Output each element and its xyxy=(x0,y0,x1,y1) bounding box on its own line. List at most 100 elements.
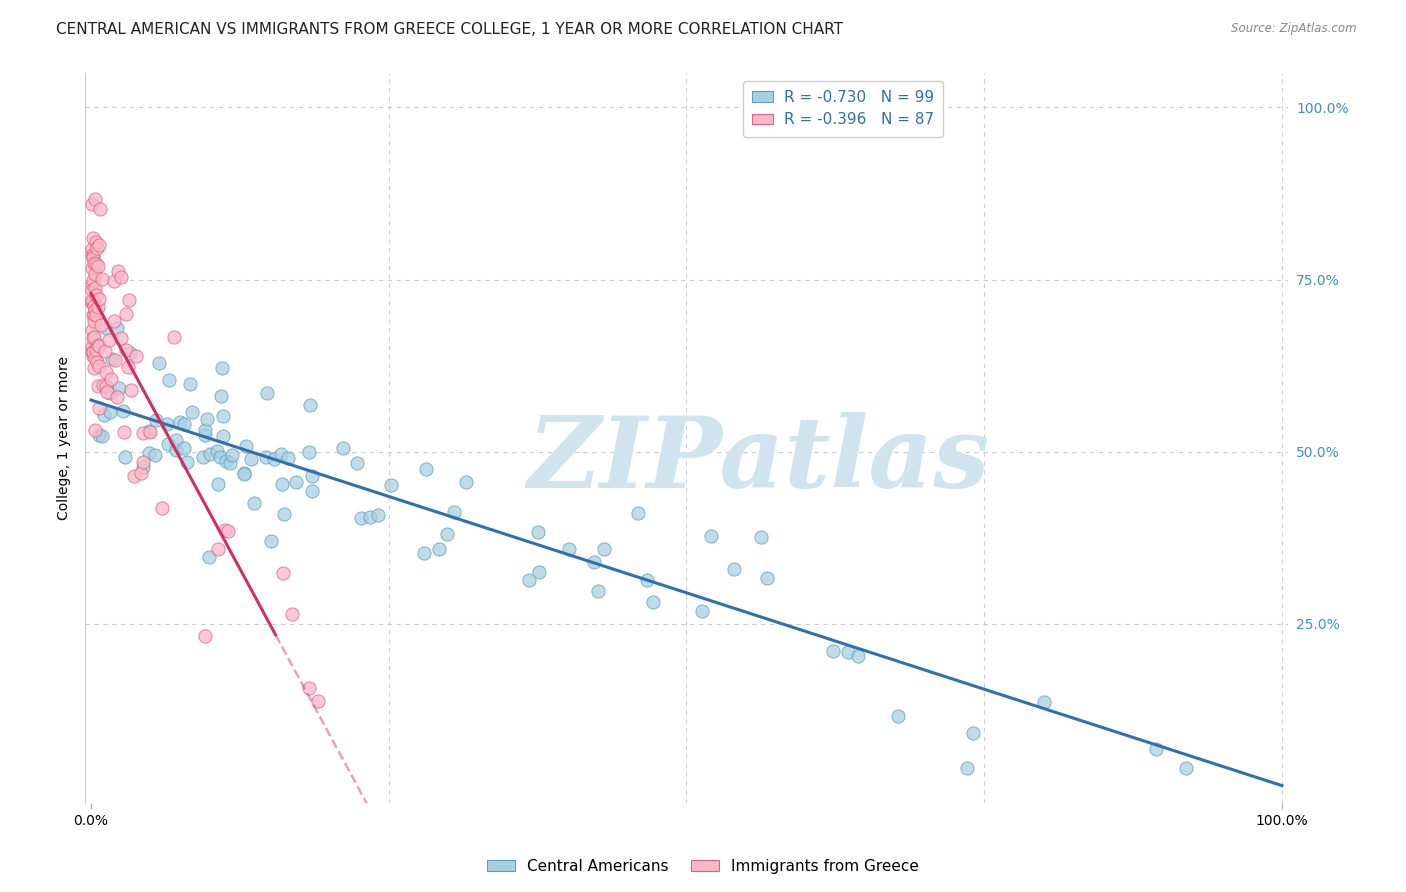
Point xyxy=(87,301,110,315)
Point xyxy=(586,584,609,599)
Point xyxy=(592,542,614,557)
Point xyxy=(273,508,295,522)
Y-axis label: College, 1 year or more: College, 1 year or more xyxy=(58,356,72,520)
Point xyxy=(84,351,107,365)
Point xyxy=(211,361,233,376)
Point xyxy=(89,339,111,353)
Point xyxy=(83,360,105,375)
Point xyxy=(82,248,104,262)
Point xyxy=(837,645,859,659)
Point xyxy=(232,466,254,480)
Point xyxy=(122,469,145,483)
Point xyxy=(84,287,107,301)
Point xyxy=(87,401,110,416)
Point xyxy=(98,405,121,419)
Point xyxy=(89,237,111,252)
Point xyxy=(82,340,104,354)
Point xyxy=(82,296,104,310)
Point xyxy=(273,566,295,580)
Point xyxy=(115,343,138,357)
Point xyxy=(380,478,402,492)
Point xyxy=(82,309,104,323)
Point xyxy=(89,359,111,373)
Point xyxy=(91,429,114,443)
Point xyxy=(82,273,104,287)
Point xyxy=(108,381,131,395)
Point xyxy=(114,425,136,439)
Text: Source: ZipAtlas.com: Source: ZipAtlas.com xyxy=(1232,22,1357,36)
Point xyxy=(82,250,104,264)
Point xyxy=(205,443,228,458)
Point xyxy=(217,524,239,539)
Point xyxy=(848,648,870,663)
Point xyxy=(96,384,118,399)
Point xyxy=(120,346,142,360)
Point xyxy=(212,428,235,442)
Point xyxy=(132,426,155,441)
Point xyxy=(173,417,195,431)
Point xyxy=(93,408,115,422)
Point xyxy=(115,307,138,321)
Point xyxy=(138,446,160,460)
Legend: R = -0.730   N = 99, R = -0.396   N = 87: R = -0.730 N = 99, R = -0.396 N = 87 xyxy=(742,80,943,136)
Point xyxy=(962,726,984,740)
Point xyxy=(111,403,134,417)
Point xyxy=(233,467,256,481)
Point xyxy=(887,708,910,723)
Point xyxy=(94,365,117,379)
Point xyxy=(94,320,117,334)
Point xyxy=(307,694,329,708)
Point xyxy=(194,629,217,643)
Point xyxy=(110,270,132,285)
Point xyxy=(139,425,162,439)
Point xyxy=(84,423,107,437)
Point xyxy=(91,378,114,392)
Point xyxy=(145,413,167,427)
Point xyxy=(1174,760,1197,774)
Point xyxy=(83,267,105,281)
Point xyxy=(82,277,104,291)
Point xyxy=(84,256,107,270)
Point xyxy=(427,541,450,556)
Point xyxy=(235,439,257,453)
Point xyxy=(87,338,110,352)
Point xyxy=(346,456,368,470)
Point xyxy=(277,451,299,466)
Point xyxy=(90,318,112,332)
Legend: Central Americans, Immigrants from Greece: Central Americans, Immigrants from Greec… xyxy=(481,853,925,880)
Text: ZIPatlas: ZIPatlas xyxy=(527,411,990,508)
Point xyxy=(163,330,186,344)
Point xyxy=(359,509,381,524)
Point xyxy=(117,360,139,375)
Point xyxy=(105,390,128,404)
Point xyxy=(110,330,132,344)
Point xyxy=(208,450,231,464)
Point xyxy=(558,542,581,557)
Point xyxy=(143,448,166,462)
Point xyxy=(103,314,125,328)
Point xyxy=(82,196,104,211)
Point xyxy=(756,571,779,585)
Point xyxy=(195,412,218,426)
Point xyxy=(98,333,121,347)
Point xyxy=(93,344,115,359)
Point xyxy=(254,450,277,464)
Point xyxy=(527,565,550,579)
Point xyxy=(129,467,152,481)
Point xyxy=(84,343,107,357)
Point xyxy=(103,274,125,288)
Point xyxy=(198,447,221,461)
Point xyxy=(107,264,129,278)
Point xyxy=(86,235,108,250)
Point xyxy=(100,372,122,386)
Point xyxy=(456,475,478,490)
Point xyxy=(197,549,219,564)
Point xyxy=(221,448,243,462)
Point xyxy=(281,607,304,621)
Point xyxy=(82,242,104,256)
Point xyxy=(1144,741,1167,756)
Point xyxy=(82,293,104,307)
Point xyxy=(89,293,111,307)
Point xyxy=(415,461,437,475)
Point xyxy=(89,428,111,442)
